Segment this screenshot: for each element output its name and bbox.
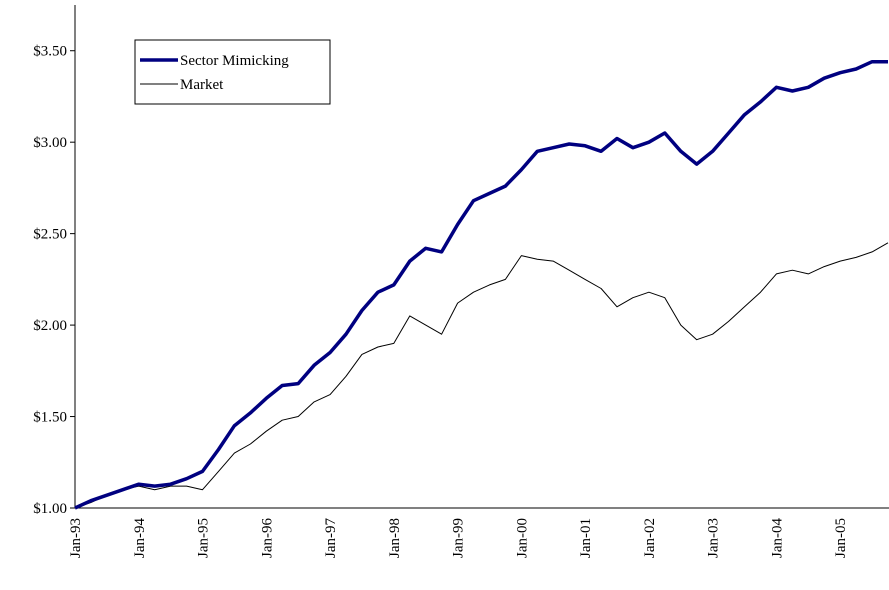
legend-label: Sector Mimicking	[180, 53, 289, 69]
x-tick-label: Jan-95	[196, 518, 212, 558]
x-tick-label: Jan-99	[451, 518, 467, 558]
x-tick-label: Jan-97	[323, 518, 339, 558]
y-tick-label: $1.50	[33, 410, 67, 426]
y-tick-label: $1.00	[33, 501, 67, 517]
x-tick-label: Jan-02	[642, 518, 658, 558]
legend-label: Market	[180, 77, 224, 93]
y-tick-label: $2.50	[33, 227, 67, 243]
x-tick-label: Jan-04	[769, 518, 785, 558]
x-tick-label: Jan-94	[132, 518, 148, 558]
x-tick-label: Jan-05	[833, 518, 849, 558]
x-tick-label: Jan-96	[259, 518, 275, 558]
x-tick-label: Jan-98	[387, 518, 403, 558]
x-tick-label: Jan-93	[68, 518, 84, 558]
series-line	[74, 59, 888, 510]
y-tick-label: $3.50	[33, 44, 67, 60]
y-tick-label: $3.00	[33, 135, 67, 151]
x-tick-label: Jan-00	[514, 518, 530, 558]
legend-box	[134, 39, 331, 105]
y-tick-label: $2.00	[33, 318, 67, 334]
x-tick-label: Jan-03	[706, 518, 722, 558]
series-line	[74, 242, 889, 509]
x-tick-label: Jan-01	[578, 518, 594, 558]
